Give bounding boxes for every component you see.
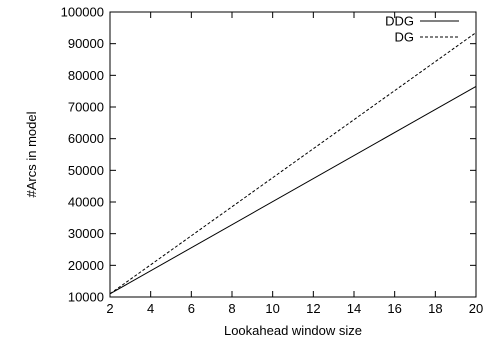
- y-tick-label: 50000: [68, 163, 104, 178]
- y-tick-label: 60000: [68, 131, 104, 146]
- x-tick-label: 4: [147, 301, 154, 316]
- x-tick-label: 8: [228, 301, 235, 316]
- plot-frame: [109, 11, 477, 298]
- x-axis-label: Lookahead window size: [224, 323, 362, 338]
- series-group: [109, 32, 477, 295]
- legend-label: DG: [395, 30, 415, 45]
- x-tick-label: 2: [106, 301, 113, 316]
- x-tick-label: 20: [469, 301, 483, 316]
- y-tick-label: 70000: [68, 100, 104, 115]
- x-tick-label: 18: [428, 301, 442, 316]
- series-line-dg: [109, 32, 477, 295]
- y-tick-label: 10000: [68, 290, 104, 305]
- y-tick-label: 90000: [68, 36, 104, 51]
- y-tick-label: 40000: [68, 195, 104, 210]
- x-axis: 2 4 6 8 10 12 14 16 18 20: [106, 12, 483, 316]
- y-axis-label: #Arcs in model: [24, 111, 39, 197]
- y-tick-label: 100000: [61, 5, 104, 20]
- x-tick-label: 14: [347, 301, 361, 316]
- legend-label: DDG: [385, 14, 414, 29]
- x-tick-label: 16: [387, 301, 401, 316]
- y-tick-label: 30000: [68, 226, 104, 241]
- x-tick-label: 6: [188, 301, 195, 316]
- x-tick-label: 10: [265, 301, 279, 316]
- y-tick-label: 20000: [68, 258, 104, 273]
- y-tick-label: 80000: [68, 68, 104, 83]
- y-axis: 10000 20000 30000 40000 50000 60000 70000 80000…: [61, 5, 476, 305]
- series-line-ddg: [109, 85, 477, 295]
- x-tick-label: 12: [306, 301, 320, 316]
